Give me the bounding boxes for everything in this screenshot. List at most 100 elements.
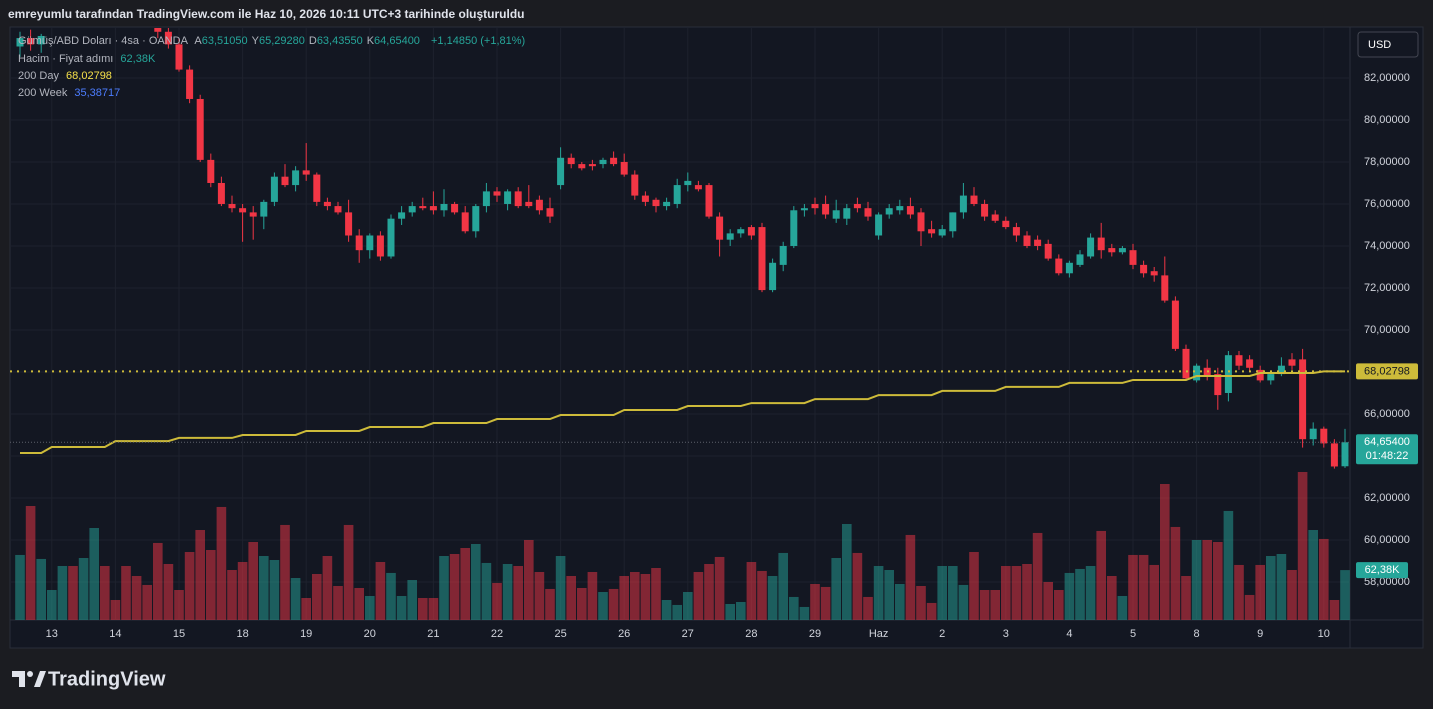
- y-tick-label: 60,00000: [1364, 534, 1410, 546]
- volume-bar: [1308, 530, 1318, 620]
- legend-volume: Hacim · Fiyat adımı 62,38K: [18, 52, 159, 66]
- x-tick-label: 20: [364, 628, 376, 640]
- last-price-label: [1356, 434, 1418, 465]
- volume-bar: [799, 606, 810, 620]
- volume-bar: [1297, 472, 1308, 620]
- volume-bar: [895, 584, 905, 620]
- currency-button[interactable]: [1357, 31, 1419, 58]
- volume-bar: [110, 600, 121, 620]
- volume-bar: [259, 556, 269, 620]
- candle-body: [1012, 227, 1020, 236]
- volume-bar: [1043, 582, 1053, 620]
- y-tick-label: 62,00000: [1364, 492, 1410, 504]
- candle-body: [1097, 237, 1105, 251]
- volume-bar: [407, 580, 417, 620]
- volume-bar: [820, 586, 831, 620]
- volume-bar: [661, 600, 672, 620]
- candle-body: [567, 157, 575, 165]
- candle-body: [1288, 359, 1296, 366]
- candle-body: [747, 227, 755, 236]
- candle-body: [440, 203, 448, 211]
- volume-bar: [905, 534, 916, 620]
- candle-body: [228, 203, 236, 209]
- volume-bar: [1244, 594, 1255, 620]
- volume-bar: [1117, 596, 1128, 620]
- x-tick-label: 21: [427, 628, 439, 640]
- volume-bar: [312, 574, 322, 620]
- volume-bar: [131, 576, 142, 620]
- volume-bar: [439, 556, 449, 620]
- volume-bar: [1191, 540, 1202, 620]
- ohlc-key: D: [308, 35, 317, 47]
- x-tick-label: 14: [109, 628, 121, 640]
- x-tick-label: 15: [173, 628, 185, 640]
- volume-bar: [290, 578, 301, 620]
- volume-bar: [640, 574, 651, 620]
- volume-bar: [89, 528, 99, 620]
- x-tick-label: 27: [682, 628, 694, 640]
- volume-bar: [619, 576, 629, 620]
- volume-bar: [566, 576, 576, 620]
- ohlc-value: 64,65400: [374, 35, 420, 47]
- volume-bar: [471, 544, 481, 620]
- candle-body: [853, 203, 861, 209]
- volume-bar: [1085, 566, 1096, 620]
- ma-week-name: 200 Week: [18, 87, 68, 99]
- candle-body: [843, 208, 851, 219]
- volume-bar: [365, 596, 375, 620]
- candle-body: [1224, 355, 1232, 393]
- candle-body: [313, 174, 321, 202]
- candle-body: [80, 0, 87, 4]
- candle-body: [1065, 262, 1073, 274]
- y-tick-label: 78,00000: [1364, 156, 1410, 168]
- volume-bar: [492, 582, 502, 620]
- candle-body: [482, 191, 490, 207]
- volume-bar: [746, 562, 757, 620]
- volume-bar: [524, 540, 534, 620]
- candle-body: [588, 164, 596, 167]
- caption: emreyumlu tarafından TradingView.com ile…: [8, 7, 525, 21]
- volume-bar: [852, 552, 863, 620]
- volume-bar: [1001, 566, 1011, 620]
- candle-body: [726, 233, 734, 240]
- candle-body: [1129, 250, 1137, 265]
- x-tick-label: 26: [618, 628, 630, 640]
- candle-body: [345, 212, 353, 236]
- volume-bar: [502, 564, 513, 620]
- volume-bar: [810, 584, 820, 620]
- volume-bar: [142, 584, 152, 620]
- volume-bar: [513, 566, 523, 620]
- volume-bar: [1223, 510, 1234, 620]
- candle-body: [207, 159, 215, 183]
- candle-body: [1023, 235, 1031, 246]
- candle-body: [875, 214, 883, 236]
- candle-body: [546, 208, 554, 217]
- volume-bar: [68, 566, 78, 620]
- candle-body: [1171, 300, 1179, 349]
- volume-bar: [1064, 572, 1075, 620]
- currency-button-label[interactable]: USD: [1368, 39, 1391, 51]
- volume-bar: [1054, 590, 1064, 620]
- volume-bar: [979, 590, 990, 620]
- volume-bar: [163, 564, 174, 620]
- volume-label-text: 62,38K: [1365, 564, 1401, 576]
- candle-body: [716, 216, 724, 240]
- x-tick-label: 9: [1257, 628, 1263, 640]
- volume-bar: [174, 590, 184, 620]
- volume-bar: [460, 548, 470, 620]
- candle-body: [154, 28, 162, 32]
- volume-bar: [1149, 564, 1159, 620]
- x-tick-label: 13: [46, 628, 58, 640]
- volume-bar: [958, 584, 969, 620]
- grid: [10, 28, 1350, 620]
- volume-bar: [1160, 484, 1170, 620]
- candle-body: [16, 38, 24, 47]
- ma-day-name: 200 Day: [18, 70, 59, 82]
- volume-bar: [333, 586, 343, 620]
- candle-body: [1214, 374, 1222, 396]
- volume-bar: [608, 588, 619, 620]
- candle-body: [260, 201, 268, 217]
- volume-bar: [704, 564, 714, 620]
- volume-bar: [725, 604, 735, 620]
